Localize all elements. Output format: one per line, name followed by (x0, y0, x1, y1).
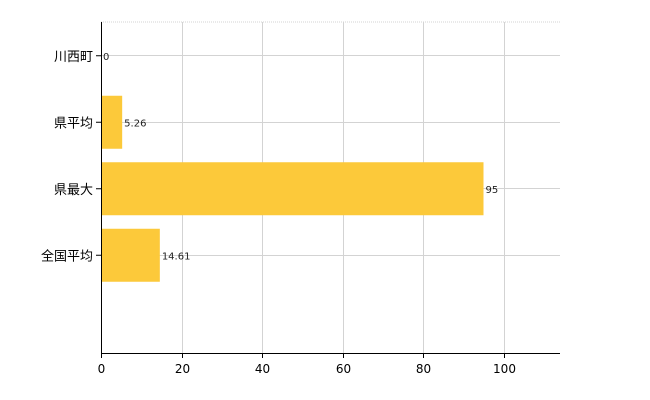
category-label: 県平均 (54, 116, 93, 131)
category-label: 川西町 (54, 50, 93, 65)
bars (101, 95, 484, 282)
x-tick-label: 40 (255, 362, 270, 376)
axes (101, 22, 560, 354)
bar (101, 162, 484, 216)
x-tick-label: 100 (493, 362, 516, 376)
category-label: 全国平均 (41, 248, 93, 264)
category-label: 県最大 (54, 183, 93, 198)
data-label: 14.61 (162, 251, 191, 262)
data-label: 95 (486, 185, 499, 196)
x-tick-label: 20 (175, 362, 190, 376)
data-label: 5.26 (124, 118, 146, 129)
bar (101, 95, 123, 149)
bar (101, 228, 160, 282)
labels: 0 20 40 60 80 100 川西町 0 県平均 5.26 県最大 95 全国平均 14.61 (41, 50, 516, 376)
data-label: 0 (103, 52, 109, 63)
x-tick-label: 0 (98, 362, 106, 376)
x-tick-label: 80 (416, 362, 431, 376)
x-tick-label: 60 (336, 362, 351, 376)
